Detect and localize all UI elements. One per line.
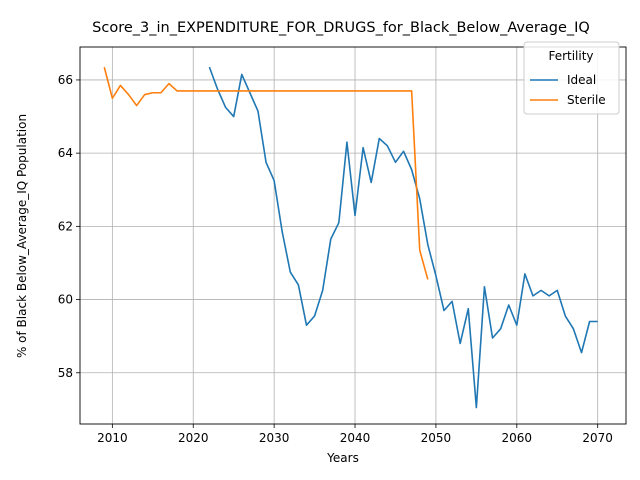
gridlines <box>80 47 626 424</box>
x-tick-label: 2030 <box>259 431 290 445</box>
x-tick-label: 2060 <box>502 431 533 445</box>
legend-label-ideal: Ideal <box>567 73 596 87</box>
x-tick-label: 2070 <box>582 431 613 445</box>
series-line-sterile <box>103 66 429 280</box>
axis-ticks: 2010 2020 2030 2040 2050 2060 2070 58 60 62 64 66 <box>58 73 613 445</box>
y-tick-label: 58 <box>58 366 73 380</box>
x-tick-label: 2040 <box>340 431 371 445</box>
x-tick-label: 2010 <box>97 431 128 445</box>
y-tick-label: 64 <box>58 146 73 160</box>
legend-frame <box>523 41 620 115</box>
y-tick-label: 60 <box>58 293 73 307</box>
legend-label-sterile: Sterile <box>567 93 606 107</box>
y-tick-label: 66 <box>58 73 73 87</box>
legend-title: Fertility <box>548 49 593 63</box>
x-tick-label: 2050 <box>421 431 452 445</box>
legend: Fertility Ideal Sterile <box>523 41 620 115</box>
chart-title: Score_3_in_EXPENDITURE_FOR_DRUGS_for_Bla… <box>92 20 590 36</box>
y-axis-label: % of Black Below_Average_IQ Population <box>15 114 29 358</box>
series-line-ideal <box>208 66 598 409</box>
series-lines <box>103 66 598 409</box>
plot-frame <box>79 46 627 425</box>
x-axis-label: Years <box>326 451 359 465</box>
x-tick-label: 2020 <box>178 431 209 445</box>
y-tick-label: 62 <box>58 219 73 233</box>
